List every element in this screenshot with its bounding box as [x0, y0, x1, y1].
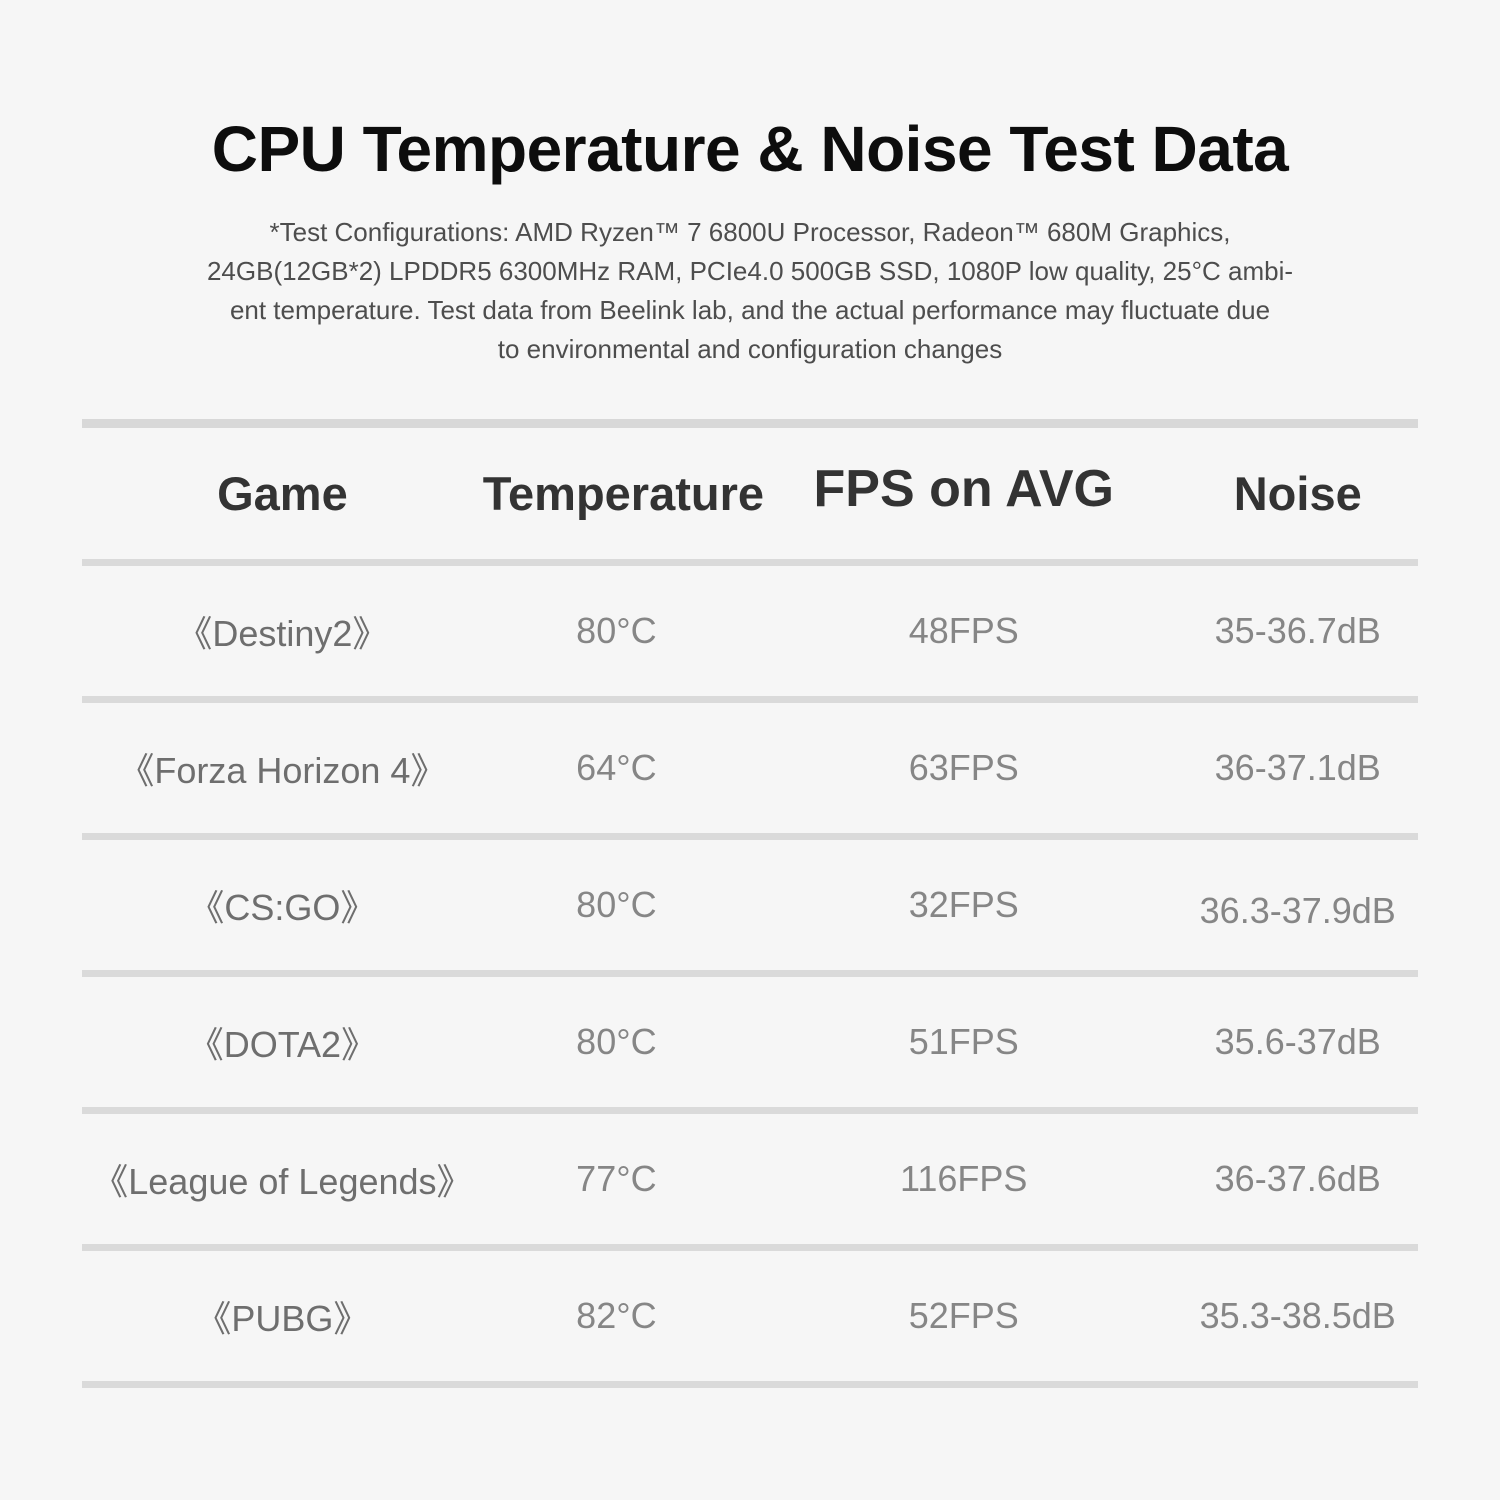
- temperature-cell: 64°C: [576, 747, 657, 788]
- fps-cell: 48FPS: [908, 610, 1019, 651]
- row-divider: [82, 696, 1418, 703]
- table-row-csgo: 《CS:GO》 80°C 32FPS 36.3-37.9dB: [82, 840, 1418, 970]
- game-cell: 《League of Legends》: [92, 1161, 473, 1202]
- row-divider: [82, 1244, 1418, 1251]
- game-cell: 《PUBG》: [195, 1298, 370, 1339]
- test-config-note: *Test Configurations: AMD Ryzen™ 7 6800U…: [0, 213, 1500, 369]
- row-divider: [82, 1107, 1418, 1114]
- noise-cell: 36-37.6dB: [1214, 1158, 1381, 1199]
- temperature-cell: 80°C: [576, 610, 657, 651]
- table-row-pubg: 《PUBG》 82°C 52FPS 35.3-38.5dB: [82, 1251, 1418, 1381]
- row-divider: [82, 833, 1418, 840]
- noise-cell: 36-37.1dB: [1214, 747, 1381, 788]
- fps-cell: 32FPS: [908, 884, 1019, 925]
- table-bottom-border: [82, 1381, 1418, 1388]
- fps-cell: 52FPS: [908, 1295, 1019, 1336]
- fps-cell: 51FPS: [908, 1021, 1019, 1062]
- fps-cell: 63FPS: [908, 747, 1019, 788]
- noise-cell: 36.3-37.9dB: [1199, 890, 1396, 931]
- game-cell: 《DOTA2》: [187, 1024, 378, 1065]
- header-cell-temperature: Temperature: [482, 467, 765, 520]
- test-config-line-3: ent temperature. Test data from Beelink …: [229, 295, 1271, 325]
- table-row-league-of-legends: 《League of Legends》 77°C 116FPS 36-37.6d…: [82, 1114, 1418, 1244]
- test-config-line-2: 24GB(12GB*2) LPDDR5 6300MHz RAM, PCIe4.0…: [206, 256, 1294, 286]
- table-row-dota2: 《DOTA2》 80°C 51FPS 35.6-37dB: [82, 977, 1418, 1107]
- game-cell: 《Forza Horizon 4》: [118, 750, 447, 791]
- table-row-forza-horizon-4: 《Forza Horizon 4》 64°C 63FPS 36-37.1dB: [82, 703, 1418, 833]
- test-config-line-1: *Test Configurations: AMD Ryzen™ 7 6800U…: [269, 217, 1231, 247]
- temperature-cell: 80°C: [576, 884, 657, 925]
- data-table: Game Temperature FPS on AVG Noise 《Desti…: [82, 419, 1418, 1388]
- test-config-line-4: to environmental and configuration chang…: [497, 334, 1003, 364]
- game-cell: 《Destiny2》: [176, 613, 389, 654]
- header-cell-noise: Noise: [1233, 467, 1362, 520]
- header-cell-game: Game: [217, 467, 348, 520]
- noise-cell: 35.6-37dB: [1214, 1021, 1381, 1062]
- noise-cell: 35-36.7dB: [1214, 610, 1381, 651]
- page-title: CPU Temperature & Noise Test Data: [211, 113, 1289, 185]
- temperature-cell: 82°C: [576, 1295, 657, 1336]
- table-top-border: [82, 419, 1418, 428]
- fps-cell: 116FPS: [900, 1158, 1028, 1199]
- header-cell-fps: FPS on AVG: [813, 459, 1114, 518]
- temperature-cell: 80°C: [576, 1021, 657, 1062]
- game-cell: 《CS:GO》: [188, 887, 377, 928]
- row-divider: [82, 970, 1418, 977]
- table-header-row: Game Temperature FPS on AVG Noise: [82, 428, 1418, 559]
- noise-cell: 35.3-38.5dB: [1199, 1295, 1396, 1336]
- temperature-cell: 77°C: [576, 1158, 657, 1199]
- row-divider: [82, 559, 1418, 566]
- table-row-destiny2: 《Destiny2》 80°C 48FPS 35-36.7dB: [82, 566, 1418, 696]
